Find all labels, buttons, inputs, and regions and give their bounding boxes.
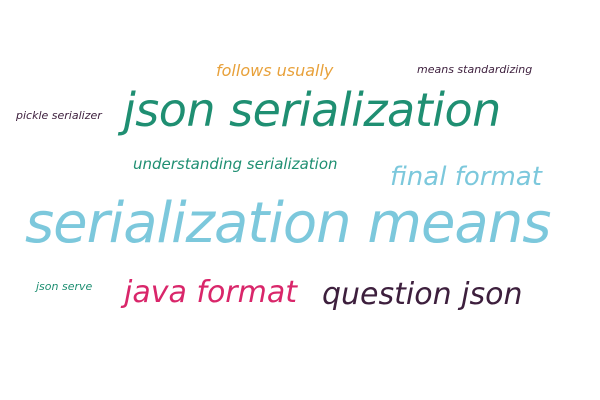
word-serialization-means: serialization means	[25, 191, 551, 256]
word-final-format: final format	[390, 162, 542, 192]
word-question-json: question json	[322, 277, 523, 312]
word-json-serialization: json serialization	[123, 83, 501, 137]
word-means-standardizing: means standardizing	[417, 63, 533, 76]
word-follows-usually: follows usually	[216, 61, 334, 80]
word-understanding-serialization: understanding serialization	[133, 155, 338, 173]
word-java-format: java format	[124, 275, 298, 310]
word-json-serve: json serve	[36, 280, 93, 293]
word-pickle-serializer: pickle serializer	[16, 109, 102, 122]
